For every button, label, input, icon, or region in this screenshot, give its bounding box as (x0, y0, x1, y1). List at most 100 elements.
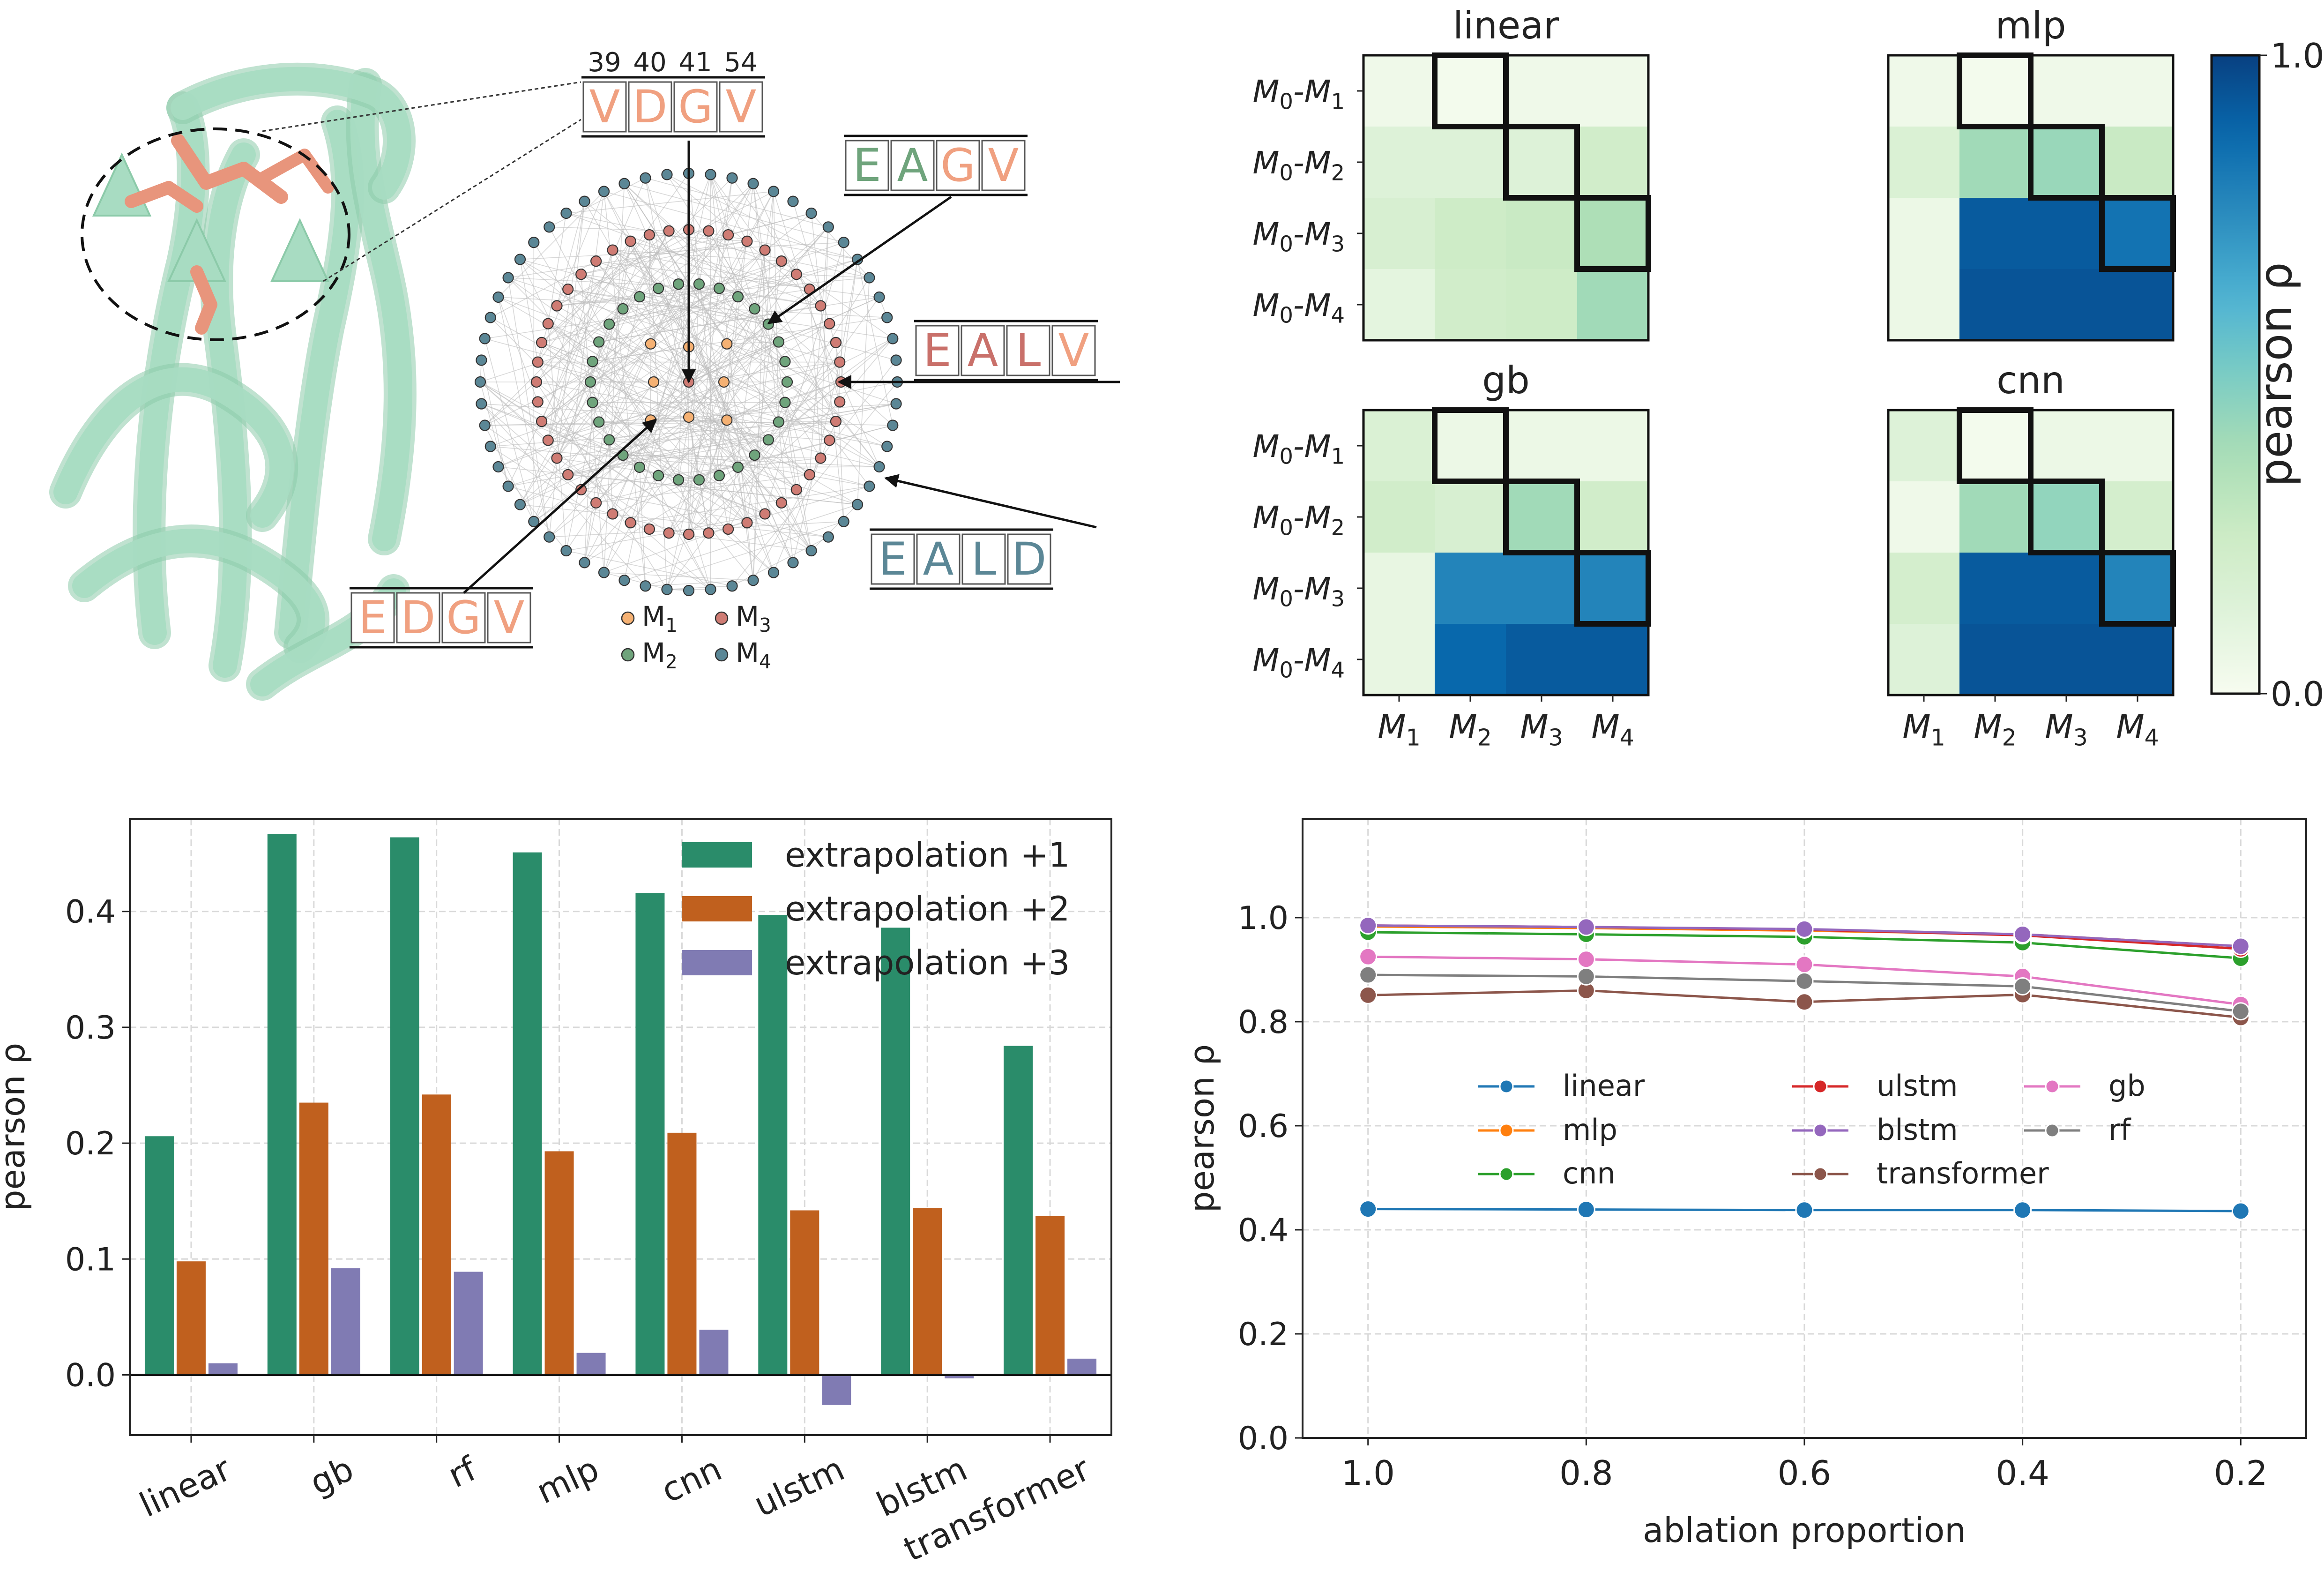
legend-marker (1499, 1167, 1514, 1182)
point-gb (1359, 947, 1378, 966)
network-node (484, 312, 496, 323)
network-node (672, 278, 685, 290)
heatmap-row-label: M0-M2 (1252, 500, 1345, 540)
network-edge (612, 249, 840, 403)
network-edge (536, 183, 754, 382)
point-linear (2013, 1201, 2032, 1220)
network-edge (752, 183, 797, 490)
network-edge (811, 213, 844, 522)
network-node (653, 283, 664, 294)
heatmap-cell (2102, 481, 2174, 553)
heatmap-cell (1959, 624, 2031, 696)
network-node (536, 337, 548, 348)
network-node (824, 318, 835, 329)
network-node (492, 461, 504, 473)
heatmap-cell (1888, 410, 1960, 482)
network-node (775, 497, 787, 509)
heatmap-cell (1577, 624, 1649, 696)
position-number: 54 (724, 47, 757, 78)
network-node (787, 195, 799, 207)
point-blstm (1795, 920, 1814, 938)
colorbar-min-label: 0.0 (2271, 674, 2324, 714)
network-edge (612, 455, 755, 515)
heatmap-cell (1506, 553, 1578, 624)
network-node (703, 527, 715, 539)
heatmap-cell (1577, 410, 1649, 482)
network-node (705, 584, 716, 595)
network-edge (645, 521, 844, 587)
network-edge (609, 259, 858, 325)
heatmap-col-label: M4 (2116, 708, 2159, 751)
sequence-letter-box (961, 533, 1006, 585)
network-node (528, 237, 540, 248)
network-edge (688, 323, 830, 382)
y-axis-label: pearson ρ (0, 1043, 32, 1212)
guide-line (262, 81, 581, 132)
network-node (593, 336, 605, 348)
network-edge (666, 532, 709, 590)
network-edge (811, 504, 858, 551)
heatmap-cell (1363, 55, 1435, 127)
sequence-letter-box (936, 140, 980, 191)
network-node (476, 354, 487, 366)
network-node (663, 225, 675, 237)
network-edge (520, 259, 610, 440)
heatmap-title: linear (1453, 4, 1559, 47)
network-edge (541, 249, 765, 422)
diagonal-highlight (1432, 407, 1651, 627)
y-tick-label: 0.4 (1238, 1212, 1289, 1249)
network-edge (630, 342, 779, 523)
heatmap-cell (1435, 269, 1506, 341)
network-node (767, 567, 780, 578)
network-node (579, 557, 590, 569)
network-node (562, 469, 574, 480)
network-edge (541, 342, 593, 362)
sequence-letter-box (487, 592, 531, 644)
network-edge (490, 446, 711, 590)
network-node (767, 186, 780, 197)
network-node (643, 523, 655, 535)
network-edge (639, 382, 724, 468)
sequence-letter: D (1012, 533, 1047, 585)
network-node (514, 254, 526, 265)
heatmap-cell (1959, 553, 2031, 624)
network-node (625, 235, 636, 247)
heatmap-cell (2031, 269, 2102, 341)
network-node (643, 229, 655, 241)
heatmap-linear: linear M0-M1 M0-M2 M0-M3 M0-M4 (1252, 4, 1651, 342)
heatmap-cell (1435, 410, 1506, 482)
network-edge (809, 289, 821, 458)
network-edge (584, 241, 631, 563)
sequence-letter: V (1058, 324, 1089, 377)
network-edge (520, 288, 659, 505)
network-edge (624, 504, 858, 581)
network-edge (541, 231, 670, 343)
network-edge (678, 178, 733, 480)
plot-frame (1302, 818, 2307, 1439)
sequence-letter-box (441, 592, 486, 644)
network-edge (480, 382, 542, 422)
network-edge (541, 178, 646, 422)
protein-ribbon (72, 529, 326, 659)
network-edge (728, 342, 836, 530)
network-edge (556, 231, 670, 458)
bar-mlp-s2 (544, 1151, 574, 1375)
heatmap-cell (1435, 481, 1506, 553)
network-node (723, 229, 734, 241)
sheet-arrow-shape (270, 218, 330, 282)
protein-ribbon (350, 72, 412, 551)
bar-cnn-s2 (667, 1132, 697, 1375)
point-blstm (2231, 937, 2250, 956)
network-edge (498, 466, 858, 505)
bar-mlp-s3 (576, 1353, 606, 1375)
network-edge (480, 382, 709, 533)
point-blstm (1359, 916, 1378, 935)
point-rf (2231, 1002, 2250, 1021)
bar-cnn-s1 (635, 893, 665, 1375)
heatmap-cell (2102, 410, 2174, 482)
point-gb (1577, 950, 1595, 969)
network-node (775, 255, 787, 267)
x-tick-label: ulstm (748, 1449, 850, 1524)
network-edge (520, 259, 538, 362)
